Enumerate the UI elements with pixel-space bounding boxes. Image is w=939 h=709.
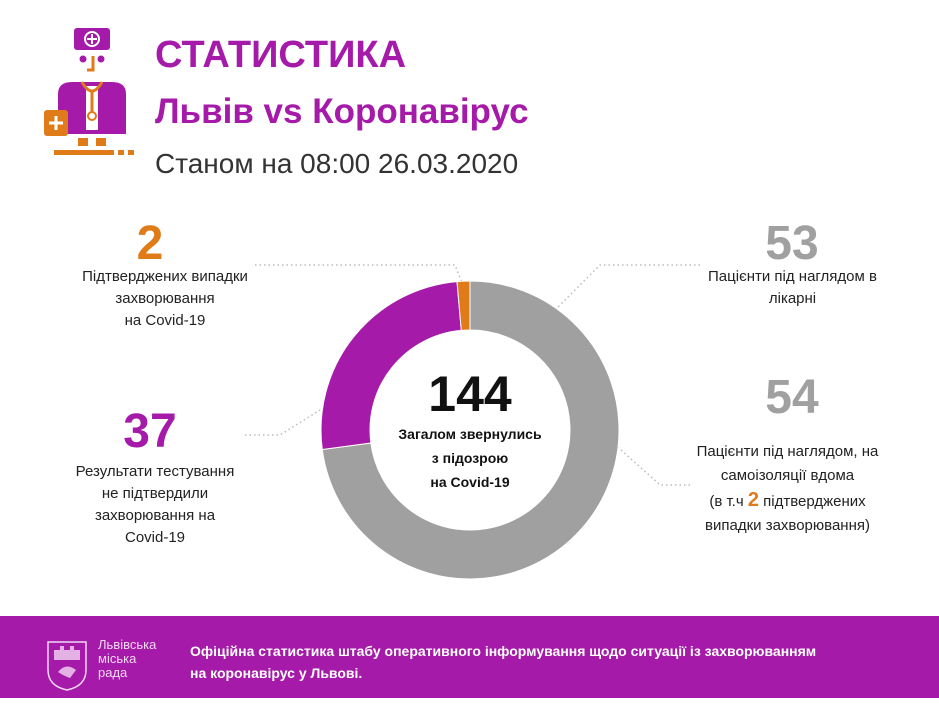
doctor-logo-icon [44,28,134,155]
home-value: 54 [765,371,819,424]
total-label: Загалом звернулись з підозрою на Covid-1… [380,422,560,494]
total-value: 144 [428,366,512,422]
confirmed-label: Підтверджених випадки захворювання на Co… [60,266,270,332]
negative-value: 37 [123,405,177,458]
donut-slice-0 [321,280,620,580]
lviv-coat-of-arms-icon [47,641,87,691]
footer-bar [0,616,939,698]
note-text: підтверджених [758,493,866,510]
council-line: Львівська [98,637,157,652]
leader-lines [245,264,700,486]
label-line: Пацієнти під наглядом, на [696,443,879,460]
label-line: на Covid-19 [124,312,206,329]
label-line: випадки захворювання) [705,517,870,534]
confirmed-value: 2 [136,217,164,270]
page-subtitle: Львів vs Коронавірус [155,92,529,131]
label-line: самоізоляції вдома [720,467,855,484]
label-line: Covid-19 [124,529,186,546]
label-line: лікарні [768,290,817,307]
hospital-label: Пацієнти під наглядом в лікарні [690,266,895,310]
leader-hospital [554,264,700,311]
donut-chart [320,280,620,580]
hospital-value: 53 [765,217,819,270]
negative-label: Результати тестування не підтвердили зах… [50,461,260,549]
home-label: Пацієнти під наглядом, на самоізоляції в… [680,440,895,538]
council-name: Львівська міська рада [98,638,156,680]
page-title: СТАТИСТИКА [155,34,407,76]
home-note: (в т.ч 2 підтверджених [680,488,895,514]
council-line: міська [98,651,137,666]
council-line: рада [98,665,128,680]
total-label-line: на Covid-19 [430,474,510,490]
label-line: Підтверджених випадки [82,268,248,285]
footer-text: Офіційна статистика штабу оперативного і… [190,643,817,681]
label-line: Результати тестування [75,463,235,480]
label-line: не підтвердили [101,485,209,502]
note-number: 2 [747,489,759,511]
label-line: захворювання [115,290,215,307]
total-label-line: Загалом звернулись [398,426,542,442]
donut-slice-2 [456,280,471,331]
leader-negative [245,409,321,436]
label-line: захворювання на [94,507,216,524]
label-line: Пацієнти під наглядом в [708,268,877,285]
date-line: Станом на 08:00 26.03.2020 [155,148,519,179]
leader-home [609,439,690,486]
total-label-line: з підозрою [431,450,509,466]
note-text: (в т.ч [709,493,748,510]
